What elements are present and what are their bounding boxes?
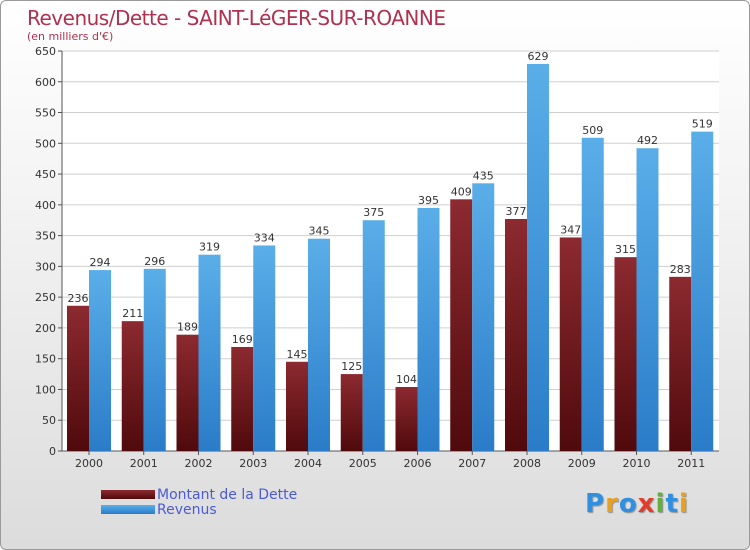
logo-letter: r: [605, 489, 619, 519]
logo-letter: o: [618, 489, 638, 519]
bar-dette-2002: [176, 334, 199, 451]
y-tick-label: 250: [35, 291, 56, 304]
y-tick-label: 500: [35, 137, 56, 150]
logo-letter: t: [665, 489, 679, 519]
bar-revenus-2008: [527, 63, 549, 452]
y-tick-label: 0: [49, 445, 56, 458]
x-tick-label-2006: 2006: [404, 457, 432, 470]
label-dette-2000: 236: [68, 292, 89, 305]
label-dette-2007: 409: [451, 185, 472, 198]
y-tick-label: 450: [35, 168, 56, 181]
label-dette-2002: 189: [177, 321, 198, 334]
label-revenus-2001: 296: [144, 255, 165, 268]
bar-dette-2005: [340, 374, 363, 451]
x-tick-label-2002: 2002: [185, 457, 213, 470]
label-dette-2005: 125: [341, 360, 362, 373]
bar-dette-2010: [614, 257, 637, 451]
bar-dette-2011: [669, 276, 692, 451]
legend-label-revenus: Revenus: [157, 501, 217, 518]
x-tick-label-2011: 2011: [677, 457, 705, 470]
bar-revenus-2011: [691, 131, 714, 451]
bar-dette-2004: [286, 361, 308, 451]
y-tick-label: 600: [35, 76, 56, 89]
label-revenus-2003: 334: [254, 231, 275, 244]
bar-revenus-2006: [417, 207, 440, 451]
y-tick-label: 650: [35, 45, 56, 58]
label-revenus-2004: 345: [309, 225, 330, 238]
y-tick-label: 100: [35, 383, 56, 396]
label-revenus-2006: 395: [418, 194, 439, 207]
x-tick-label-2000: 2000: [75, 457, 103, 470]
label-dette-2004: 145: [287, 348, 308, 361]
bar-dette-2006: [395, 387, 418, 451]
bar-dette-2000: [67, 305, 89, 451]
bar-revenus-2007: [472, 183, 495, 452]
bar-dette-2009: [559, 237, 582, 451]
x-tick-label-2001: 2001: [130, 457, 158, 470]
x-tick-label-2007: 2007: [458, 457, 486, 470]
y-tick-label: 300: [35, 260, 56, 273]
label-revenus-2008: 629: [528, 50, 549, 63]
chart-subtitle: (en milliers d'€): [27, 30, 114, 43]
logo-letter: x: [637, 489, 656, 519]
bar-revenus-2000: [89, 270, 111, 451]
legend-item-revenus: Revenus: [101, 501, 297, 518]
legend-swatch-revenus: [101, 505, 155, 514]
label-dette-2010: 315: [615, 243, 636, 256]
y-tick-label: 50: [42, 414, 56, 427]
bar-dette-2008: [505, 219, 527, 451]
label-dette-2008: 377: [506, 205, 527, 218]
label-revenus-2010: 492: [637, 134, 658, 147]
label-revenus-2007: 435: [473, 169, 494, 182]
legend-item-dette: Montant de la Dette: [101, 486, 298, 503]
legend-swatch-dette: [101, 490, 155, 499]
bar-dette-2001: [121, 321, 144, 451]
chart-title: Revenus/Dette - SAINT-LéGER-SUR-ROANNE: [27, 6, 446, 30]
x-tick-label-2005: 2005: [349, 457, 377, 470]
plot-area: [62, 51, 719, 451]
bar-revenus-2009: [581, 137, 604, 451]
label-dette-2009: 347: [560, 223, 581, 236]
legend-label-dette: Montant de la Dette: [157, 486, 298, 503]
label-dette-2003: 169: [232, 333, 253, 346]
label-revenus-2002: 319: [199, 241, 220, 254]
x-tick-label-2010: 2010: [623, 457, 651, 470]
y-tick-label: 400: [35, 199, 56, 212]
y-tick-label: 550: [35, 107, 56, 120]
bar-dette-2007: [450, 199, 473, 451]
y-tick-label: 350: [35, 230, 56, 243]
bar-revenus-2004: [308, 238, 330, 451]
bar-revenus-2005: [362, 220, 385, 451]
label-revenus-2011: 519: [692, 118, 713, 131]
bar-dette-2003: [231, 347, 254, 451]
label-revenus-2005: 375: [363, 206, 384, 219]
label-dette-2001: 211: [122, 307, 143, 320]
label-revenus-2009: 509: [582, 124, 603, 137]
y-tick-label: 200: [35, 322, 56, 335]
x-tick-label-2004: 2004: [294, 457, 322, 470]
bar-revenus-2001: [143, 268, 166, 451]
logo-letter: i: [655, 489, 666, 519]
y-tick-label: 150: [35, 353, 56, 366]
x-tick-label-2008: 2008: [513, 457, 541, 470]
bar-revenus-2010: [636, 148, 659, 451]
label-revenus-2000: 294: [90, 256, 111, 269]
x-tick-label-2003: 2003: [239, 457, 267, 470]
x-tick-label-2009: 2009: [568, 457, 596, 470]
proxiti-logo: Proxiti: [585, 489, 689, 519]
bar-revenus-2002: [198, 254, 221, 451]
legend: Montant de la Dette Revenus: [101, 486, 298, 518]
logo-letter: P: [585, 489, 606, 519]
bar-revenus-2003: [253, 245, 276, 451]
label-dette-2011: 283: [670, 263, 691, 276]
label-dette-2006: 104: [396, 373, 417, 386]
logo-letter: i: [678, 489, 689, 519]
